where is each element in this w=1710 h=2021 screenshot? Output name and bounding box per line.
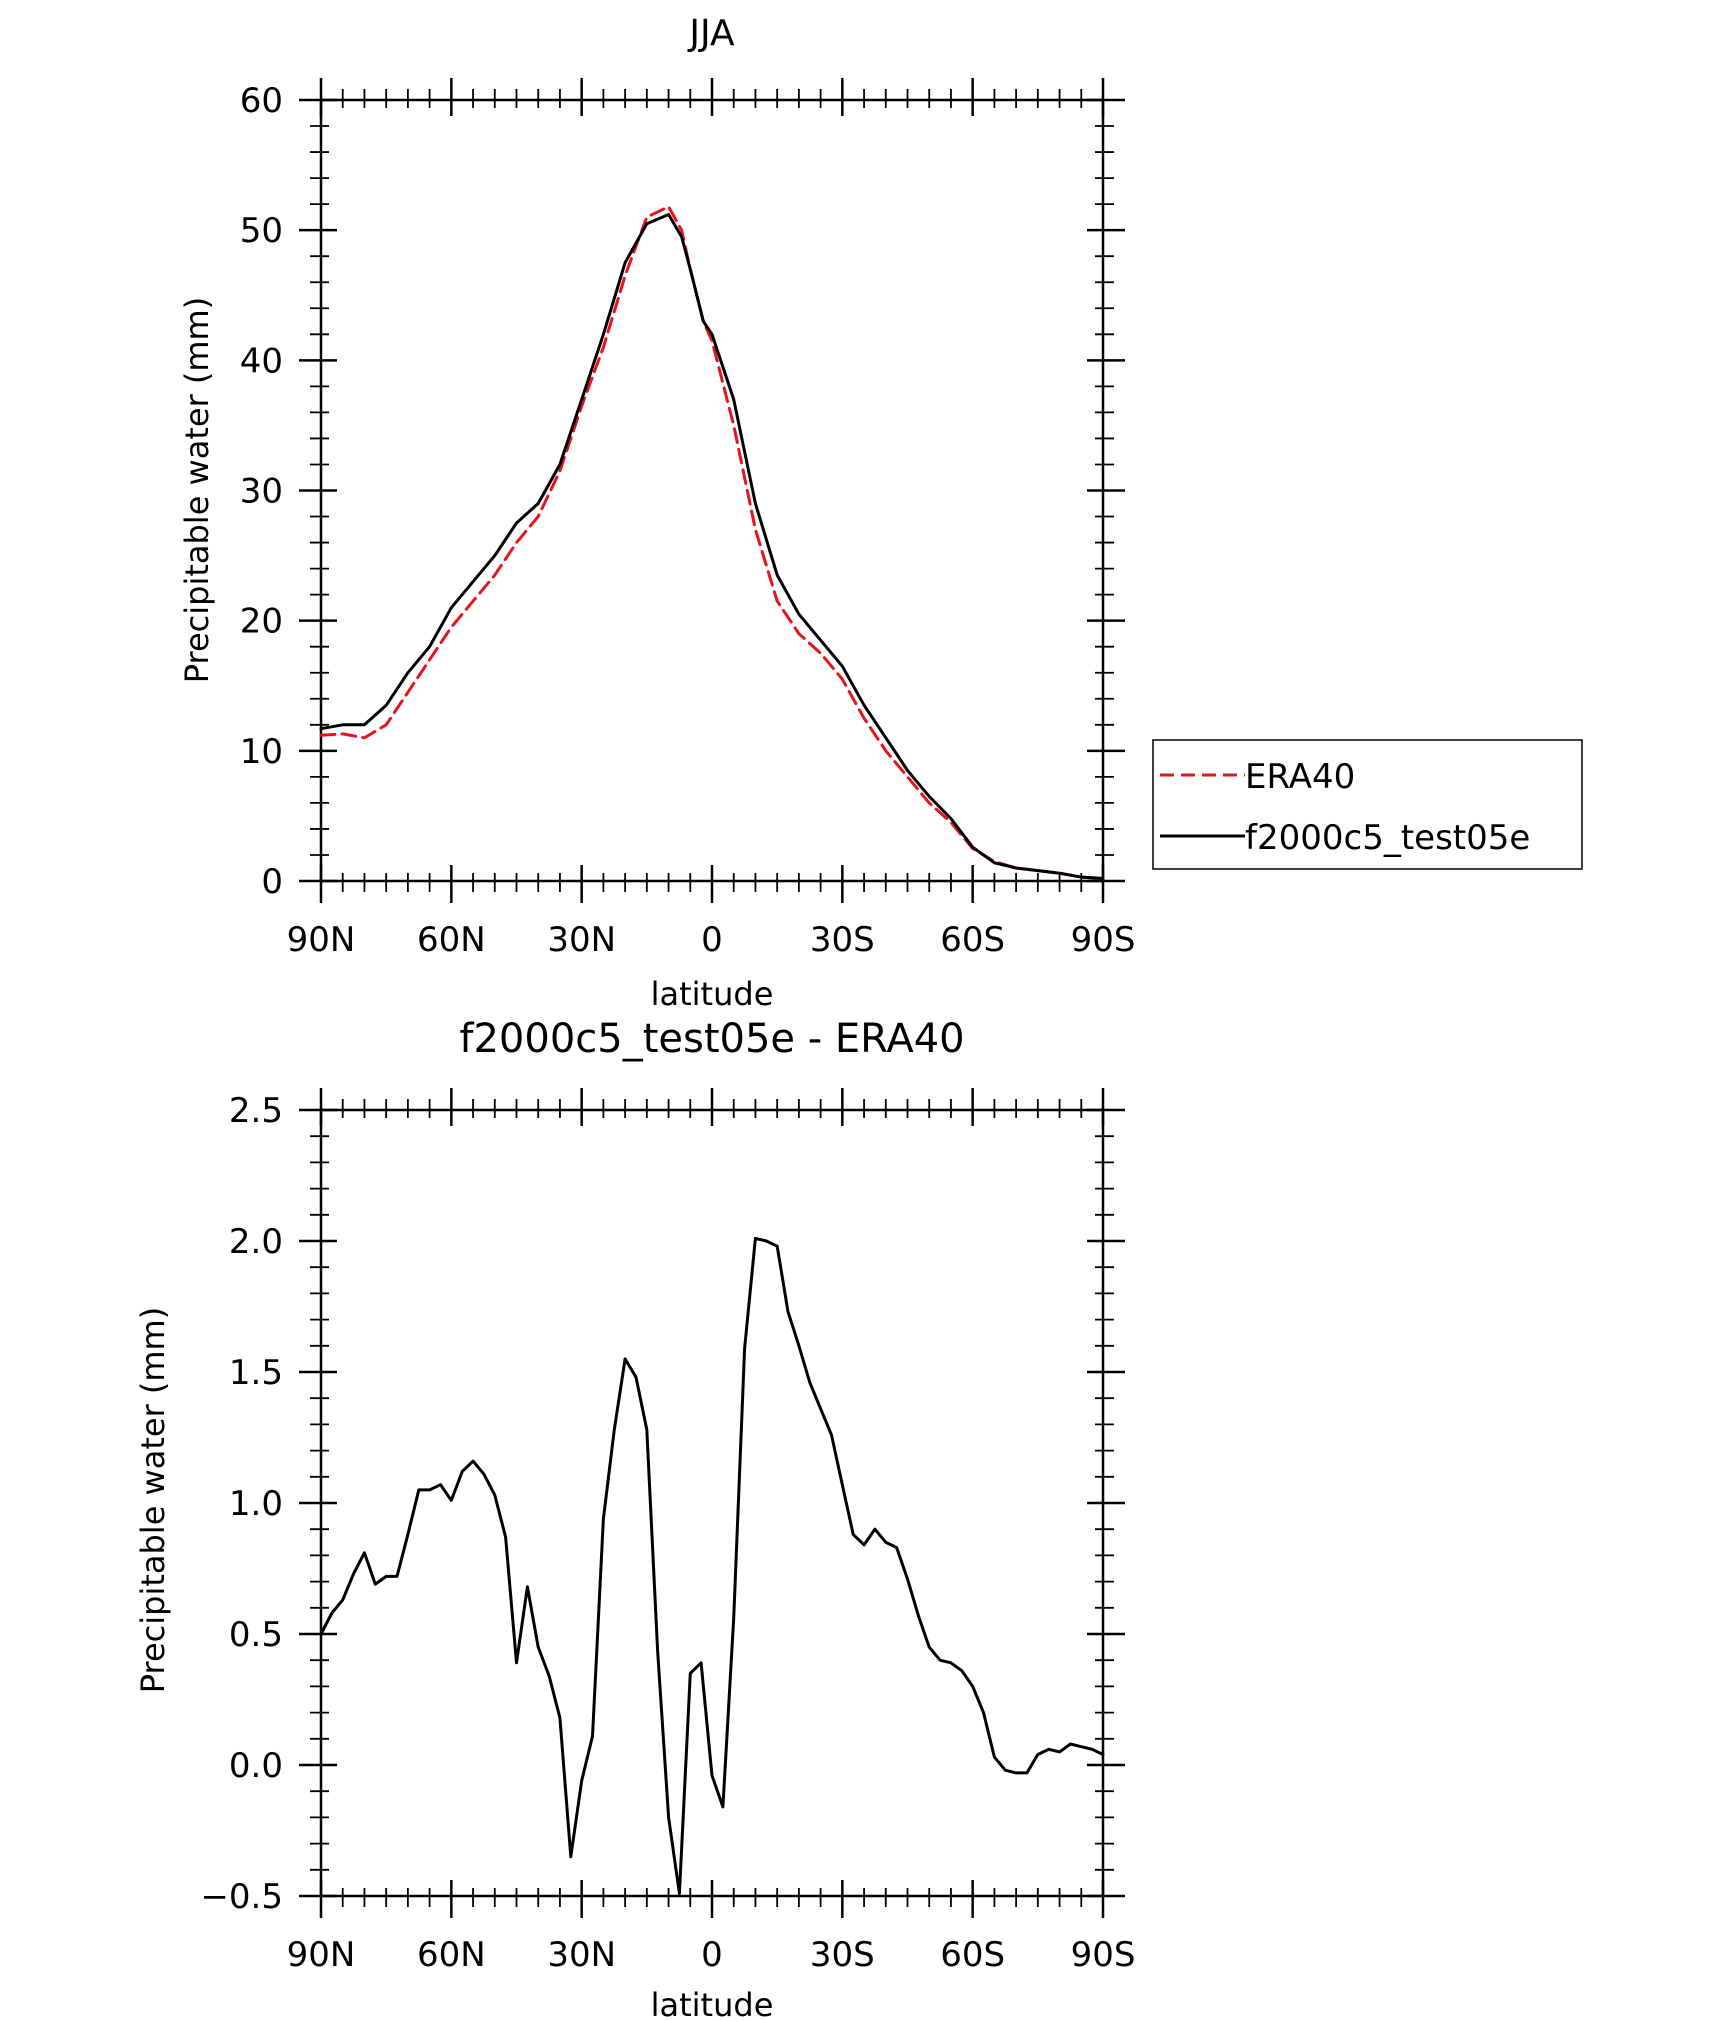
- y-tick-label: 10: [240, 732, 283, 772]
- y-tick-label: 0: [261, 862, 283, 902]
- y-tick-label: 1.5: [229, 1353, 283, 1393]
- y-tick-label: 40: [240, 341, 283, 381]
- top-chart: JJA 0 10 20 30 40 50 60 90N 60N 30N 0 30S 60S 90S la…: [178, 13, 1583, 1013]
- legend-label-model: f2000c5_test05e: [1245, 818, 1530, 858]
- x-tick-label: 0: [701, 1935, 723, 1975]
- y-tick-label: 2.5: [229, 1091, 283, 1131]
- series-line-era40: [319, 205, 1105, 880]
- x-tick-label: 30N: [547, 920, 616, 960]
- bottom-series-lines: [319, 1236, 1105, 1895]
- bottom-y-tick-labels: −0.5 0.0 0.5 1.0 1.5 2.0 2.5: [200, 1091, 283, 1917]
- y-tick-label: 50: [240, 211, 283, 251]
- top-y-tick-labels: 0 10 20 30 40 50 60: [240, 81, 283, 902]
- bottom-chart: f2000c5_test05e - ERA40 −0.5 0.0 0.5 1.0 1.5…: [134, 1016, 1135, 2021]
- legend-box: [1152, 739, 1583, 870]
- y-tick-label: 60: [240, 81, 283, 121]
- top-ticks: [299, 78, 1125, 903]
- y-tick-label: 1.0: [229, 1484, 283, 1524]
- top-x-axis-label: latitude: [651, 975, 774, 1013]
- bottom-chart-title: f2000c5_test05e - ERA40: [459, 1016, 964, 1062]
- legend-label-era40: ERA40: [1245, 757, 1355, 797]
- x-tick-label: 30S: [810, 920, 875, 960]
- x-tick-label: 60S: [940, 1935, 1005, 1975]
- bottom-ticks: [299, 1088, 1125, 1918]
- top-series-lines: [319, 205, 1105, 880]
- x-tick-label: 60N: [417, 1935, 486, 1975]
- x-tick-label: 30S: [810, 1935, 875, 1975]
- y-tick-label: 20: [240, 602, 283, 642]
- y-tick-label: 0.0: [229, 1746, 283, 1786]
- y-tick-label: −0.5: [200, 1877, 283, 1917]
- bottom-x-axis-label: latitude: [651, 1986, 774, 2021]
- top-chart-title: JJA: [687, 13, 735, 54]
- x-tick-label: 90N: [287, 1935, 356, 1975]
- x-tick-label: 30N: [547, 1935, 616, 1975]
- y-tick-label: 2.0: [229, 1222, 283, 1262]
- x-tick-label: 90S: [1071, 920, 1136, 960]
- bottom-x-tick-labels: 90N 60N 30N 0 30S 60S 90S: [287, 1935, 1136, 1975]
- top-y-axis-label: Precipitable water (mm): [178, 297, 216, 683]
- top-plot-frame: [319, 98, 1105, 883]
- y-tick-label: 30: [240, 472, 283, 512]
- bottom-y-axis-label: Precipitable water (mm): [134, 1307, 172, 1693]
- x-tick-label: 90S: [1071, 1935, 1136, 1975]
- x-tick-label: 90N: [287, 920, 356, 960]
- top-x-tick-labels: 90N 60N 30N 0 30S 60S 90S: [287, 920, 1136, 960]
- x-tick-label: 60N: [417, 920, 486, 960]
- x-tick-label: 60S: [940, 920, 1005, 960]
- y-tick-label: 0.5: [229, 1615, 283, 1655]
- series-line-f2000c5-test05e: [319, 213, 1105, 880]
- x-tick-label: 0: [701, 920, 723, 960]
- series-line-diff-0: [319, 1236, 1105, 1895]
- legend: ERA40 f2000c5_test05e: [1152, 739, 1583, 870]
